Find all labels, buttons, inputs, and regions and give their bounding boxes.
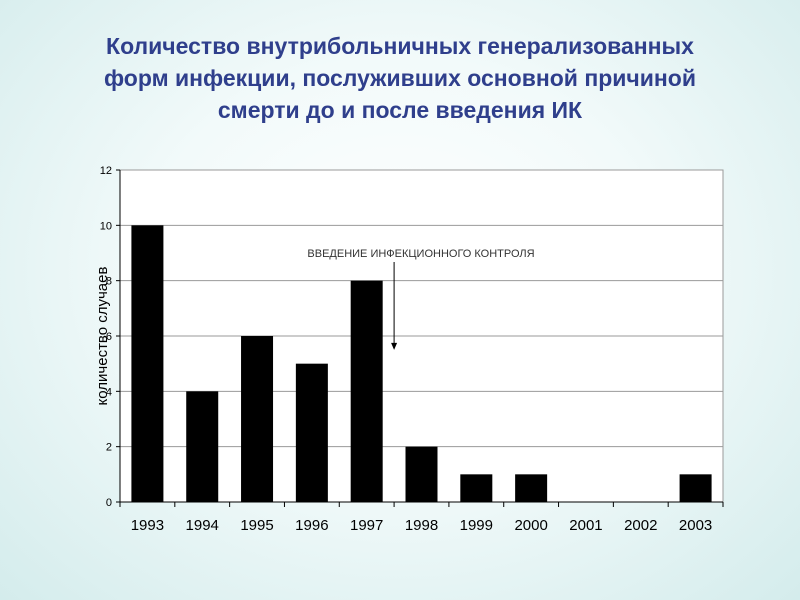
y-tick-label: 0 (106, 497, 112, 509)
bars (131, 225, 712, 503)
annotation-label: ВВЕДЕНИЕ ИНФЕКЦИОННОГО КОНТРОЛЯ (307, 248, 534, 260)
bar-2000 (515, 474, 548, 502)
bar-1997 (350, 280, 383, 502)
x-tick-label: 1994 (186, 517, 219, 534)
bar-1993 (131, 225, 164, 503)
bar-1996 (295, 363, 328, 502)
y-axis-ticks: 0 2 4 6 8 10 12 (100, 165, 723, 509)
y-tick-label: 6 (106, 331, 112, 343)
x-tick-label: 2000 (514, 517, 547, 534)
title-line-3: смерти до и после введения ИК (217, 97, 583, 123)
bar-1994 (186, 391, 219, 502)
title-line-2: форм инфекции, послуживших основной прич… (103, 65, 696, 91)
y-tick-label: 8 (106, 276, 112, 288)
x-tick-label: 1993 (131, 517, 164, 534)
title-line-1: Количество внутрибольничных генерализова… (106, 33, 694, 59)
annotation-arrow (391, 262, 398, 350)
x-tick-label: 2003 (679, 517, 712, 534)
x-tick-label: 1996 (295, 517, 328, 534)
bar-2003 (679, 474, 712, 502)
y-tick-label: 2 (106, 442, 112, 454)
x-tick-label: 2002 (624, 517, 657, 534)
bar-1995 (241, 336, 274, 502)
x-tick-label: 1995 (240, 517, 273, 534)
x-axis-labels: 1993 1994 1995 1996 1997 1998 1999 2000 2001 2002… (119, 502, 724, 534)
x-tick-label: 1998 (405, 517, 438, 534)
y-tick-label: 12 (100, 165, 112, 177)
arrow-head (391, 342, 398, 350)
bar-1999 (460, 474, 493, 502)
bar-1998 (405, 446, 438, 502)
y-tick-label: 10 (100, 220, 112, 232)
slide-title: Количество внутрибольничных генерализова… (20, 30, 780, 126)
x-tick-label: 1997 (350, 517, 383, 534)
y-axis-label: количество случаев (94, 267, 111, 406)
x-tick-label: 1999 (460, 517, 493, 534)
y-tick-label: 4 (106, 386, 112, 398)
x-tick-label: 2001 (569, 517, 602, 534)
